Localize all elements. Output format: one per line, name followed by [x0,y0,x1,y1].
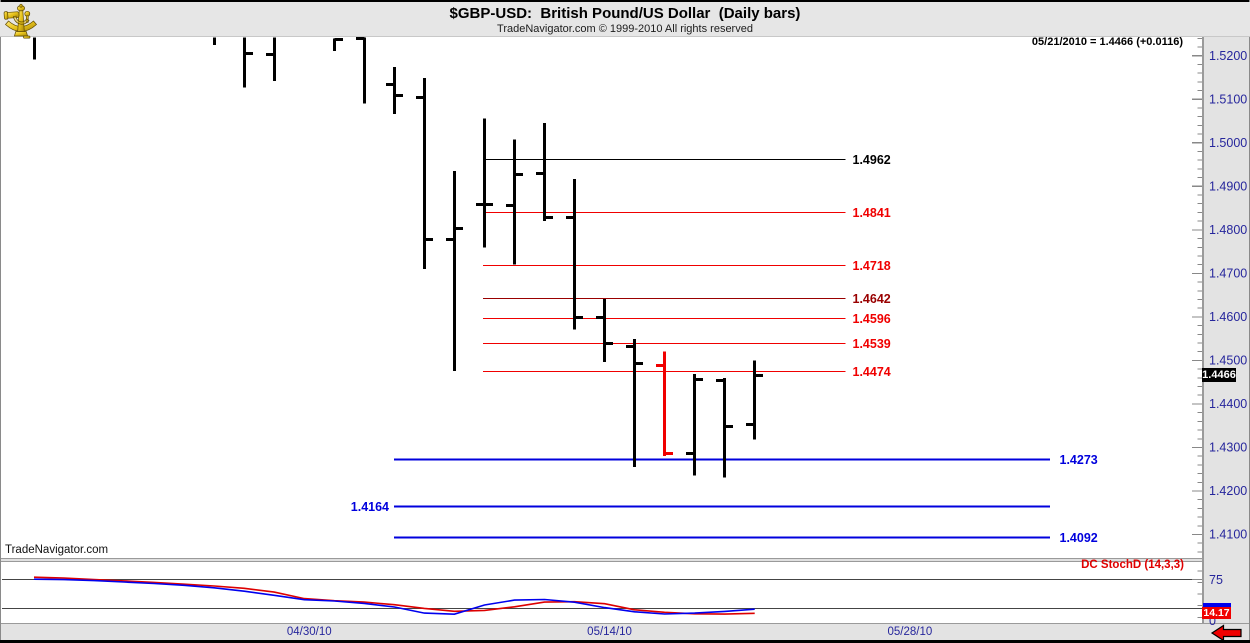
ohlc-bar-05/06/10 [415,77,434,270]
chart-title: $GBP-USD: British Pound/US Dollar (Daily… [449,5,801,22]
ohlc-bar-05/19/10 [685,373,704,476]
level-price-label: 1.4962 [853,153,891,167]
price-axis-label: 1.4600 [1209,310,1247,324]
ohlc-bar-05/18/10 [655,351,674,457]
window-top-border [0,0,1250,2]
level-price-label: 1.4718 [853,259,891,273]
price-axis-label: 1.4400 [1209,397,1247,411]
price-axis-label: 1.4900 [1209,179,1247,193]
ohlc-bar-05/17/10 [625,339,644,468]
ohlc-bar-05/07/10 [445,171,464,371]
price-axis-label: 1.4500 [1209,353,1247,367]
date-axis-label: 05/14/10 [587,626,632,638]
level-price-label: 1.4164 [351,500,389,514]
panel-divider [1,558,1202,562]
chart-header: $GBP-USD: British Pound/US Dollar (Daily… [0,2,1250,37]
price-axis-label: 1.5000 [1209,136,1247,150]
price-axis-label: 1.4700 [1209,266,1247,280]
price-axis-label: 1.4200 [1209,484,1247,498]
price-axis-label: 1.4100 [1209,527,1247,541]
watermark-text: TradeNavigator.com [5,544,109,556]
ohlc-bar-04/28/10 [243,37,254,88]
level-price-label: 1.4841 [853,206,891,220]
window-bottom-border [0,640,1250,643]
ohlc-bar-05/11/10 [505,139,524,265]
plot-right-edge [1202,37,1204,623]
window-left-border [0,0,1,643]
date-axis-panel [1,623,1249,640]
ohlc-bar-05/14/10 [595,299,614,363]
ohlc-bar-05/04/10 [355,37,366,104]
ohlc-bar-05/10/10 [475,118,494,248]
date-axis-label: 05/28/10 [887,626,933,638]
price-axis-panel [1203,37,1249,623]
last-price-marker: 1.4466 [1202,368,1236,382]
ohlc-bar-05/12/10 [535,122,554,222]
price-axis-label: 1.4300 [1209,440,1247,454]
last-quote-info: 05/21/2010 = 1.4466 (+0.0116) [1031,36,1183,48]
ohlc-bar-05/05/10 [385,67,404,115]
indicator-name-label: DC StochD (14,3,3) [1081,559,1184,571]
ohlc-bar-04/29/10 [265,37,276,82]
level-price-label: 1.4273 [1060,453,1098,467]
stoch-k-value-marker [1203,602,1231,607]
scroll-left-arrow-icon[interactable] [1210,624,1244,642]
level-price-label: 1.4642 [853,292,891,306]
chart-subtitle: TradeNavigator.com © 1999-2010 All right… [497,23,753,35]
level-price-label: 1.4092 [1060,531,1098,545]
ohlc-bar-05/20/10 [715,377,734,478]
level-price-label: 1.4539 [853,337,891,351]
stoch-line-StochD [33,576,755,615]
stoch-line-StochK [33,578,755,616]
level-price-label: 1.4596 [853,312,891,326]
stoch-axis-label: 75 [1209,573,1223,587]
stoch-d-value-marker: 14.17 [1202,606,1231,619]
trade-navigator-logo-sextant-icon [3,3,37,39]
ohlc-bar-05/21/10 [745,360,764,440]
stoch-axis-label: 0 [1209,614,1216,628]
ohlc-bar-05/13/10 [565,178,584,330]
ohlc-bar-05/03/10 [333,38,344,51]
price-axis-label: 1.5200 [1209,49,1247,63]
level-price-label: 1.4474 [853,365,891,379]
price-axis-label: 1.4800 [1209,223,1247,237]
date-axis-label: 04/30/10 [286,626,332,638]
price-axis-label: 1.5100 [1209,92,1247,106]
